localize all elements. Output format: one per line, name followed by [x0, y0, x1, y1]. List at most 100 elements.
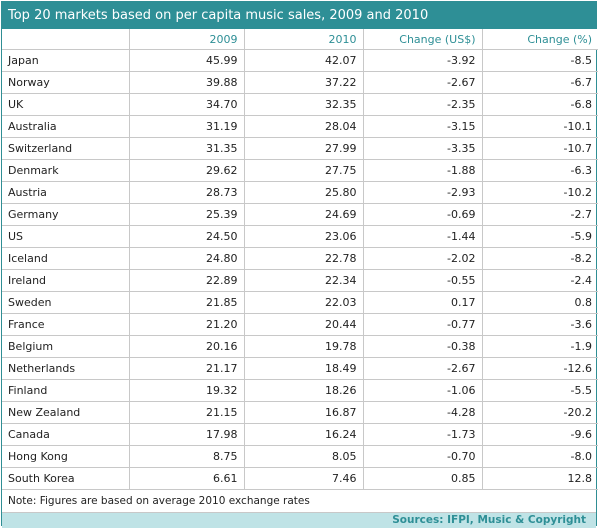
- table-row: South Korea 6.61 7.46 0.85 12.8: [2, 467, 598, 490]
- data-table: 2009 2010 Change (US$) Change (%) Japan 4…: [2, 29, 598, 490]
- cell-2009: 34.70: [129, 93, 245, 116]
- cell-change-pct: -5.9: [482, 225, 598, 248]
- cell-country: Ireland: [2, 269, 130, 292]
- chart-title: Top 20 markets based on per capita music…: [2, 2, 596, 29]
- cell-2009: 45.99: [129, 49, 245, 72]
- cell-change-usd: -3.35: [363, 137, 483, 160]
- cell-change-usd: -1.06: [363, 379, 483, 402]
- cell-2009: 20.16: [129, 335, 245, 358]
- cell-change-usd: 0.85: [363, 467, 483, 490]
- cell-2010: 37.22: [244, 71, 364, 94]
- cell-change-usd: -1.44: [363, 225, 483, 248]
- cell-change-pct: -12.6: [482, 357, 598, 380]
- source-credit: Sources: IFPI, Music & Copyright: [2, 513, 596, 528]
- cell-2009: 21.20: [129, 313, 245, 336]
- cell-change-pct: -2.4: [482, 269, 598, 292]
- cell-change-usd: -1.88: [363, 159, 483, 182]
- table-row: Denmark 29.62 27.75 -1.88 -6.3: [2, 159, 598, 182]
- cell-2009: 21.17: [129, 357, 245, 380]
- cell-2010: 27.99: [244, 137, 364, 160]
- cell-change-usd: -3.92: [363, 49, 483, 72]
- cell-2010: 42.07: [244, 49, 364, 72]
- cell-2009: 24.80: [129, 247, 245, 270]
- table-row: Netherlands 21.17 18.49 -2.67 -12.6: [2, 357, 598, 380]
- table-row: Australia 31.19 28.04 -3.15 -10.1: [2, 115, 598, 138]
- cell-2009: 29.62: [129, 159, 245, 182]
- table-row: Iceland 24.80 22.78 -2.02 -8.2: [2, 247, 598, 270]
- cell-2010: 22.03: [244, 291, 364, 314]
- table-body: Japan 45.99 42.07 -3.92 -8.5 Norway 39.88 37.22…: [2, 49, 598, 490]
- cell-change-pct: -8.0: [482, 445, 598, 468]
- cell-country: Iceland: [2, 247, 130, 270]
- cell-2010: 25.80: [244, 181, 364, 204]
- cell-2009: 21.15: [129, 401, 245, 424]
- cell-change-pct: 12.8: [482, 467, 598, 490]
- cell-2010: 22.34: [244, 269, 364, 292]
- cell-country: Canada: [2, 423, 130, 446]
- cell-country: UK: [2, 93, 130, 116]
- cell-2010: 32.35: [244, 93, 364, 116]
- table-row: Germany 25.39 24.69 -0.69 -2.7: [2, 203, 598, 226]
- cell-2009: 25.39: [129, 203, 245, 226]
- table-row: Finland 19.32 18.26 -1.06 -5.5: [2, 379, 598, 402]
- cell-2010: 19.78: [244, 335, 364, 358]
- table-row: Sweden 21.85 22.03 0.17 0.8: [2, 291, 598, 314]
- cell-2009: 8.75: [129, 445, 245, 468]
- cell-country: Hong Kong: [2, 445, 130, 468]
- cell-change-usd: -0.69: [363, 203, 483, 226]
- cell-2010: 24.69: [244, 203, 364, 226]
- cell-country: Australia: [2, 115, 130, 138]
- cell-2009: 21.85: [129, 291, 245, 314]
- cell-2010: 23.06: [244, 225, 364, 248]
- table-row: Belgium 20.16 19.78 -0.38 -1.9: [2, 335, 598, 358]
- cell-2009: 24.50: [129, 225, 245, 248]
- column-header-change-usd: Change (US$): [363, 29, 483, 50]
- cell-country: Norway: [2, 71, 130, 94]
- cell-2010: 16.87: [244, 401, 364, 424]
- cell-2010: 20.44: [244, 313, 364, 336]
- cell-change-usd: -0.70: [363, 445, 483, 468]
- table-row: Austria 28.73 25.80 -2.93 -10.2: [2, 181, 598, 204]
- cell-2010: 18.49: [244, 357, 364, 380]
- cell-2009: 19.32: [129, 379, 245, 402]
- header-row: 2009 2010 Change (US$) Change (%): [2, 29, 598, 50]
- cell-change-pct: -10.2: [482, 181, 598, 204]
- cell-change-usd: -1.73: [363, 423, 483, 446]
- cell-change-usd: -2.93: [363, 181, 483, 204]
- cell-2009: 31.19: [129, 115, 245, 138]
- table-row: US 24.50 23.06 -1.44 -5.9: [2, 225, 598, 248]
- cell-country: Finland: [2, 379, 130, 402]
- cell-2009: 22.89: [129, 269, 245, 292]
- cell-change-usd: -2.67: [363, 71, 483, 94]
- cell-country: US: [2, 225, 130, 248]
- cell-country: Belgium: [2, 335, 130, 358]
- column-header-2009: 2009: [129, 29, 245, 50]
- table-row: Ireland 22.89 22.34 -0.55 -2.4: [2, 269, 598, 292]
- cell-2010: 8.05: [244, 445, 364, 468]
- column-header-country: [2, 29, 130, 50]
- cell-country: Sweden: [2, 291, 130, 314]
- column-header-change-pct: Change (%): [482, 29, 598, 50]
- table-row: Switzerland 31.35 27.99 -3.35 -10.7: [2, 137, 598, 160]
- cell-2009: 39.88: [129, 71, 245, 94]
- cell-change-pct: -9.6: [482, 423, 598, 446]
- cell-change-pct: -2.7: [482, 203, 598, 226]
- column-header-2010: 2010: [244, 29, 364, 50]
- table-note: Note: Figures are based on average 2010 …: [2, 490, 596, 513]
- cell-change-pct: -10.1: [482, 115, 598, 138]
- cell-change-usd: -3.15: [363, 115, 483, 138]
- table-row: UK 34.70 32.35 -2.35 -6.8: [2, 93, 598, 116]
- cell-change-pct: -6.7: [482, 71, 598, 94]
- cell-change-pct: -8.2: [482, 247, 598, 270]
- cell-2010: 22.78: [244, 247, 364, 270]
- cell-change-usd: -2.67: [363, 357, 483, 380]
- cell-2010: 7.46: [244, 467, 364, 490]
- cell-change-usd: -4.28: [363, 401, 483, 424]
- cell-change-pct: -8.5: [482, 49, 598, 72]
- cell-2009: 28.73: [129, 181, 245, 204]
- cell-country: France: [2, 313, 130, 336]
- cell-country: Japan: [2, 49, 130, 72]
- cell-2010: 18.26: [244, 379, 364, 402]
- cell-change-pct: -3.6: [482, 313, 598, 336]
